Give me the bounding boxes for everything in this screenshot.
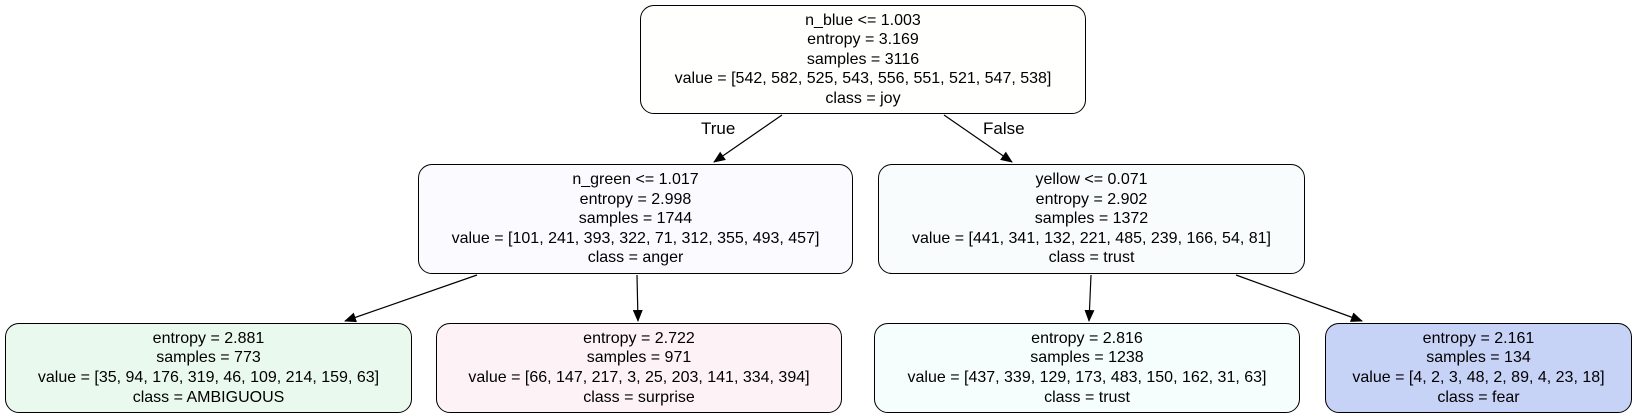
- node-split-condition: yellow <= 0.071: [1035, 171, 1148, 189]
- edge-right-to-leaf-trust: [1084, 274, 1095, 322]
- node-entropy: entropy = 2.881: [152, 329, 265, 347]
- tree-leaf-surprise: entropy = 2.722 samples = 971 value = [6…: [436, 323, 842, 413]
- node-value: value = [35, 94, 176, 319, 46, 109, 214,…: [37, 369, 380, 386]
- node-value: value = [437, 339, 129, 173, 483, 150, 1…: [907, 369, 1267, 386]
- node-samples: samples = 134: [1426, 349, 1531, 367]
- node-split-condition: n_green <= 1.017: [572, 171, 699, 189]
- edge-left-to-leaf-ambiguous: [344, 274, 478, 323]
- tree-node-left: n_green <= 1.017 entropy = 2.998 samples…: [418, 164, 853, 274]
- node-value: value = [66, 147, 217, 3, 25, 203, 141, …: [468, 369, 810, 386]
- node-samples: samples = 3116: [806, 50, 920, 68]
- node-value: value = [4, 2, 3, 48, 2, 89, 4, 23, 18]: [1352, 369, 1605, 386]
- tree-leaf-ambiguous: entropy = 2.881 samples = 773 value = [3…: [5, 323, 412, 413]
- node-class: class = joy: [825, 89, 901, 107]
- node-class: class = anger: [587, 249, 684, 267]
- tree-leaf-fear: entropy = 2.161 samples = 134 value = [4…: [1325, 323, 1632, 413]
- node-entropy: entropy = 2.161: [1422, 329, 1535, 347]
- tree-node-root: n_blue <= 1.003 entropy = 3.169 samples …: [640, 5, 1086, 114]
- node-class: class = surprise: [583, 388, 695, 406]
- node-entropy: entropy = 2.816: [1031, 329, 1143, 347]
- node-class: class = trust: [1044, 388, 1130, 406]
- node-value: value = [441, 341, 132, 221, 485, 239, 1…: [912, 229, 1271, 247]
- node-entropy: entropy = 2.902: [1035, 190, 1148, 208]
- node-class: class = AMBIGUOUS: [132, 388, 285, 406]
- node-class: class = fear: [1437, 388, 1520, 406]
- node-class: class = trust: [1048, 249, 1135, 267]
- edge-label-false: False: [983, 119, 1025, 138]
- edge-root-to-left: [713, 114, 783, 163]
- node-value: value = [101, 241, 393, 322, 71, 312, 35…: [451, 229, 820, 247]
- node-samples: samples = 1744: [578, 210, 693, 228]
- edge-root-to-right: [943, 114, 1013, 163]
- node-samples: samples = 1238: [1030, 349, 1144, 367]
- node-samples: samples = 1372: [1034, 210, 1149, 228]
- tree-leaf-trust: entropy = 2.816 samples = 1238 value = […: [874, 323, 1300, 413]
- node-entropy: entropy = 3.169: [807, 31, 919, 49]
- node-value: value = [542, 582, 525, 543, 556, 551, 5…: [674, 70, 1052, 88]
- node-samples: samples = 971: [586, 349, 692, 367]
- node-entropy: entropy = 2.722: [583, 329, 695, 347]
- node-samples: samples = 773: [156, 349, 261, 367]
- edge-left-to-leaf-surprise: [632, 274, 643, 322]
- edge-label-true: True: [701, 119, 736, 138]
- node-entropy: entropy = 2.998: [579, 190, 692, 208]
- node-split-condition: n_blue <= 1.003: [805, 11, 921, 29]
- tree-node-right: yellow <= 0.071 entropy = 2.902 samples …: [878, 164, 1305, 274]
- edge-right-to-leaf-fear: [1235, 274, 1363, 322]
